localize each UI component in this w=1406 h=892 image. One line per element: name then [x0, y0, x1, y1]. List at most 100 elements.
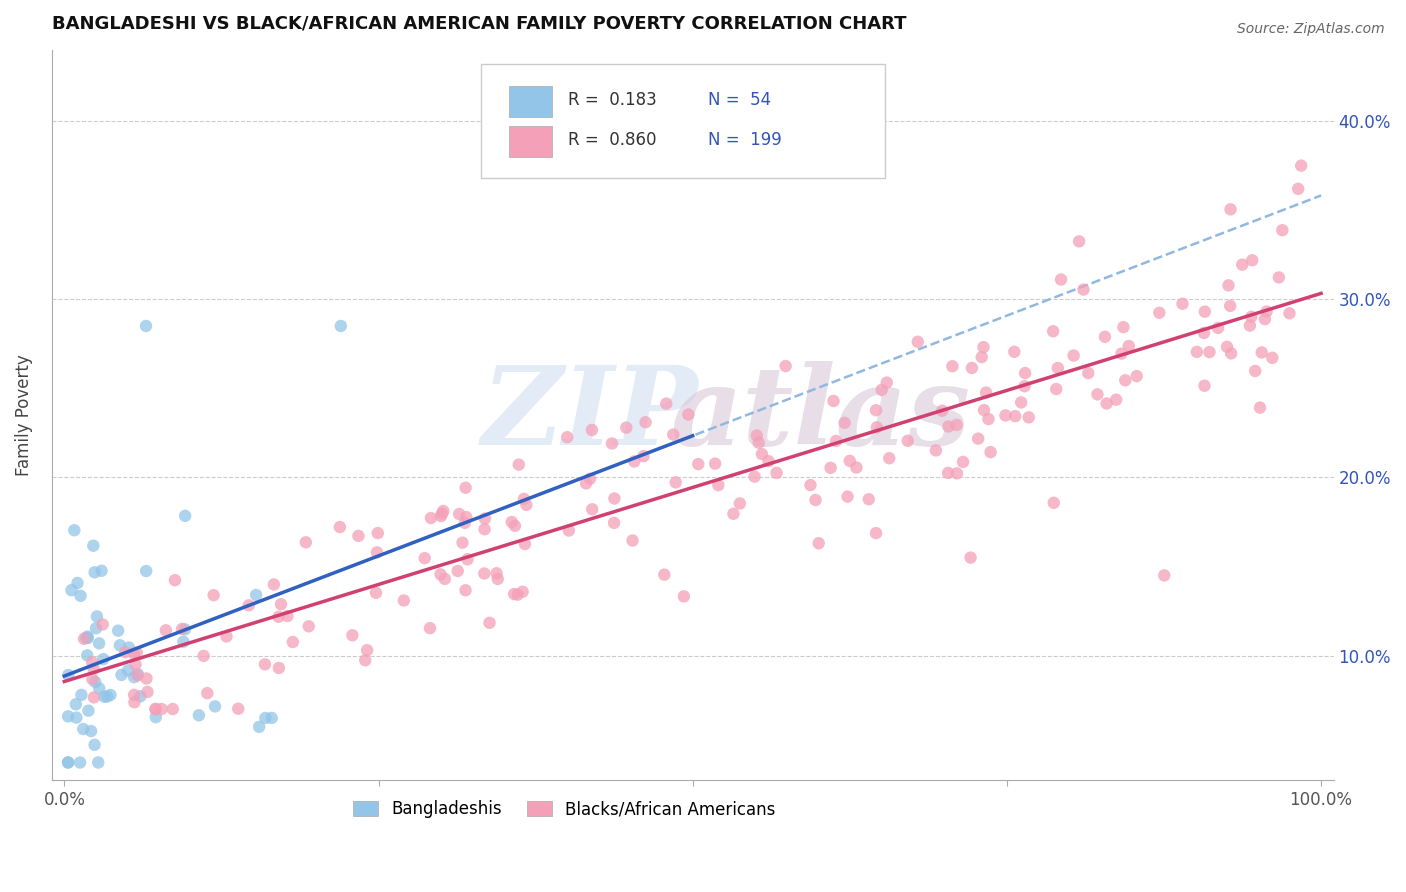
Point — [1153, 568, 1175, 582]
Point — [1240, 310, 1263, 324]
Point — [865, 403, 887, 417]
Text: BANGLADESHI VS BLACK/AFRICAN AMERICAN FAMILY POVERTY CORRELATION CHART: BANGLADESHI VS BLACK/AFRICAN AMERICAN FA… — [52, 15, 907, 33]
Point — [1289, 159, 1312, 173]
Point — [122, 647, 145, 661]
Point — [172, 634, 194, 648]
Point — [1111, 346, 1133, 360]
Point — [392, 593, 415, 607]
Point — [281, 635, 304, 649]
Point — [838, 454, 860, 468]
Point — [430, 507, 453, 521]
Point — [82, 655, 104, 669]
Point — [1206, 321, 1229, 335]
Point — [1185, 344, 1208, 359]
Point — [136, 685, 159, 699]
Point — [845, 460, 868, 475]
FancyBboxPatch shape — [509, 126, 551, 157]
Point — [454, 481, 477, 495]
Point — [267, 610, 290, 624]
Point — [486, 572, 509, 586]
Point — [478, 615, 501, 630]
Point — [91, 652, 114, 666]
Point — [110, 668, 132, 682]
Point — [170, 622, 193, 636]
Point — [65, 698, 87, 712]
Point — [1271, 223, 1294, 237]
Point — [1171, 297, 1194, 311]
Point — [512, 584, 534, 599]
Point — [946, 467, 969, 481]
Point — [1105, 392, 1128, 407]
Point — [936, 466, 959, 480]
Point — [83, 662, 105, 676]
Point — [58, 668, 80, 682]
Text: Source: ZipAtlas.com: Source: ZipAtlas.com — [1237, 22, 1385, 37]
Text: atlas: atlas — [671, 361, 972, 469]
Point — [56, 709, 79, 723]
Point — [253, 657, 276, 672]
Point — [1014, 379, 1036, 393]
Point — [150, 702, 173, 716]
Point — [354, 653, 377, 667]
Point — [60, 583, 83, 598]
Point — [270, 597, 292, 611]
Point — [56, 756, 79, 770]
Point — [1194, 378, 1216, 392]
Point — [745, 428, 768, 442]
Point — [1218, 278, 1240, 293]
Point — [758, 454, 780, 468]
Point — [83, 738, 105, 752]
Point — [1014, 366, 1036, 380]
Point — [173, 623, 195, 637]
Point — [485, 566, 508, 581]
FancyBboxPatch shape — [481, 64, 884, 178]
Point — [82, 672, 104, 686]
Point — [513, 537, 536, 551]
Point — [447, 564, 470, 578]
Point — [260, 711, 283, 725]
Point — [118, 640, 141, 655]
Point — [449, 507, 471, 521]
Point — [823, 394, 845, 409]
Point — [129, 690, 152, 704]
Point — [973, 403, 995, 417]
Point — [347, 529, 370, 543]
Point — [1216, 340, 1239, 354]
Point — [603, 516, 626, 530]
Point — [866, 420, 889, 434]
Point — [276, 609, 298, 624]
Point — [472, 566, 495, 581]
Point — [508, 458, 530, 472]
Point — [226, 702, 249, 716]
Point — [76, 630, 98, 644]
Point — [107, 624, 129, 638]
Point — [600, 436, 623, 450]
Point — [135, 564, 157, 578]
Point — [73, 632, 96, 646]
Point — [433, 572, 456, 586]
Point — [83, 690, 105, 705]
Point — [263, 577, 285, 591]
Point — [1261, 351, 1284, 365]
Point — [366, 545, 388, 559]
Point — [295, 535, 318, 549]
Point — [430, 509, 453, 524]
Point — [162, 702, 184, 716]
Point — [506, 588, 529, 602]
Point — [945, 417, 967, 432]
Point — [1010, 395, 1032, 409]
Point — [614, 420, 637, 434]
Point — [215, 629, 238, 643]
Point — [1050, 272, 1073, 286]
Point — [1286, 182, 1309, 196]
Point — [329, 520, 352, 534]
Point — [86, 609, 108, 624]
Point — [93, 690, 115, 704]
Point — [80, 724, 103, 739]
Point — [419, 511, 441, 525]
Point — [127, 667, 149, 681]
Point — [515, 498, 537, 512]
Point — [959, 550, 981, 565]
Point — [124, 657, 146, 672]
Point — [623, 454, 645, 468]
